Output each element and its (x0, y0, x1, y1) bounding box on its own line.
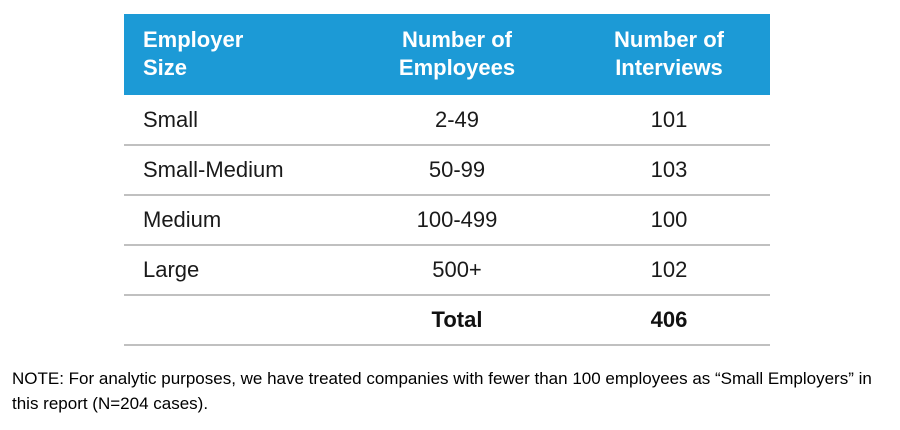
cell-employer-size: Small-Medium (124, 145, 346, 196)
cell-number-of-interviews: 103 (568, 145, 770, 196)
cell-employer-size: Medium (124, 195, 346, 246)
cell-number-of-interviews: 101 (568, 95, 770, 146)
cell-employer-size: Large (124, 245, 346, 296)
table-row: Medium 100-499 100 (124, 195, 770, 246)
cell-number-of-interviews: 100 (568, 195, 770, 246)
cell-number-of-employees: 100-499 (346, 195, 568, 246)
header-row: Employer Size Number of Employees Number… (124, 14, 770, 95)
table-footnote: NOTE: For analytic purposes, we have tre… (12, 369, 872, 413)
employer-size-table: Employer Size Number of Employees Number… (124, 14, 770, 346)
data-table: Employer Size Number of Employees Number… (124, 14, 770, 346)
cell-number-of-interviews: 102 (568, 245, 770, 296)
total-interviews-value: 406 (568, 295, 770, 346)
header-label-number-of-interviews: Number of Interviews (614, 27, 724, 80)
table-row: Small-Medium 50-99 103 (124, 145, 770, 196)
cell-employer-size: Small (124, 95, 346, 146)
table-row: Large 500+ 102 (124, 245, 770, 296)
header-cell-employer-size: Employer Size (124, 14, 346, 95)
header-cell-number-of-employees: Number of Employees (346, 14, 568, 95)
table-row: Small 2-49 101 (124, 95, 770, 146)
header-label-number-of-employees: Number of Employees (398, 27, 516, 80)
total-row: Total 406 (124, 295, 770, 346)
table-body: Small 2-49 101 Small-Medium 50-99 103 Me… (124, 95, 770, 346)
total-label: Total (346, 295, 568, 346)
cell-number-of-employees: 50-99 (346, 145, 568, 196)
header-label-employer-size: Employer Size (143, 27, 244, 80)
cell-number-of-employees: 2-49 (346, 95, 568, 146)
table-header: Employer Size Number of Employees Number… (124, 14, 770, 95)
cell-number-of-employees: 500+ (346, 245, 568, 296)
cell-total-spacer (124, 295, 346, 346)
header-cell-number-of-interviews: Number of Interviews (568, 14, 770, 95)
